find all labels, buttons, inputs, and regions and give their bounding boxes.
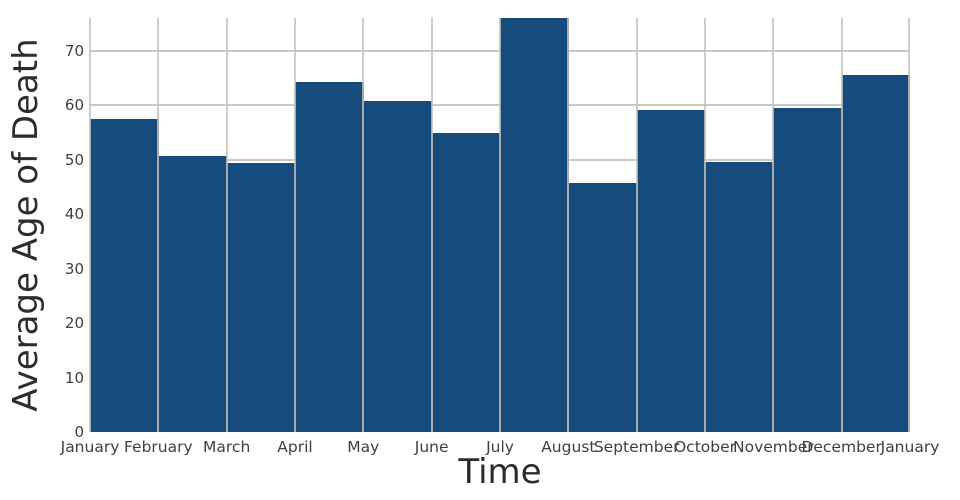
vertical-gridline (89, 18, 91, 432)
histogram-bar (363, 101, 433, 432)
histogram-bar (773, 108, 843, 432)
x-axis-title: Time (458, 452, 542, 492)
x-tick-label: May (347, 438, 380, 456)
histogram-bar (90, 119, 159, 432)
vertical-gridline (704, 18, 706, 432)
y-axis-title: Average Age of Death (6, 38, 46, 412)
y-tick-label: 70 (64, 41, 84, 60)
histogram-bar (295, 82, 364, 432)
y-tick-label: 10 (64, 368, 84, 387)
vertical-gridline (362, 18, 365, 432)
vertical-gridline (840, 18, 843, 432)
x-tick-label: April (277, 438, 313, 456)
vertical-gridline (225, 18, 228, 432)
vertical-gridline (430, 18, 433, 432)
x-tick-label: June (414, 438, 449, 456)
y-tick-label: 0 (74, 423, 84, 441)
plot-area (89, 18, 911, 432)
vertical-gridline (157, 18, 160, 432)
histogram-bar (500, 18, 569, 432)
x-tick-label: February (123, 438, 193, 456)
vertical-gridline (772, 18, 775, 432)
x-tick-label: July (486, 438, 514, 456)
vertical-gridline (499, 18, 501, 432)
x-tick-label: December (801, 438, 882, 456)
y-tick-label: 20 (64, 314, 84, 333)
vertical-gridline (635, 18, 638, 432)
vertical-gridline (294, 18, 296, 432)
x-tick-label: November (733, 438, 814, 456)
vertical-gridline (567, 18, 570, 432)
histogram-bar (158, 156, 228, 432)
histogram-bar (705, 162, 774, 432)
histogram-bar (636, 109, 706, 432)
vertical-gridline (908, 18, 910, 432)
y-tick-label: 30 (64, 259, 84, 278)
y-tick-label: 60 (64, 96, 84, 115)
x-tick-label: January (880, 438, 940, 456)
x-tick-label: October (673, 438, 737, 456)
histogram-bar (431, 133, 501, 432)
histogram-bar (226, 162, 296, 432)
x-tick-label: January (60, 438, 120, 456)
y-tick-label: 40 (64, 205, 84, 224)
y-tick-label: 50 (64, 150, 84, 169)
x-tick-label: August (541, 438, 596, 456)
histogram-bar (841, 75, 911, 432)
x-tick-label: September (593, 438, 680, 456)
histogram-bar (568, 183, 638, 432)
x-tick-label: March (203, 438, 251, 456)
